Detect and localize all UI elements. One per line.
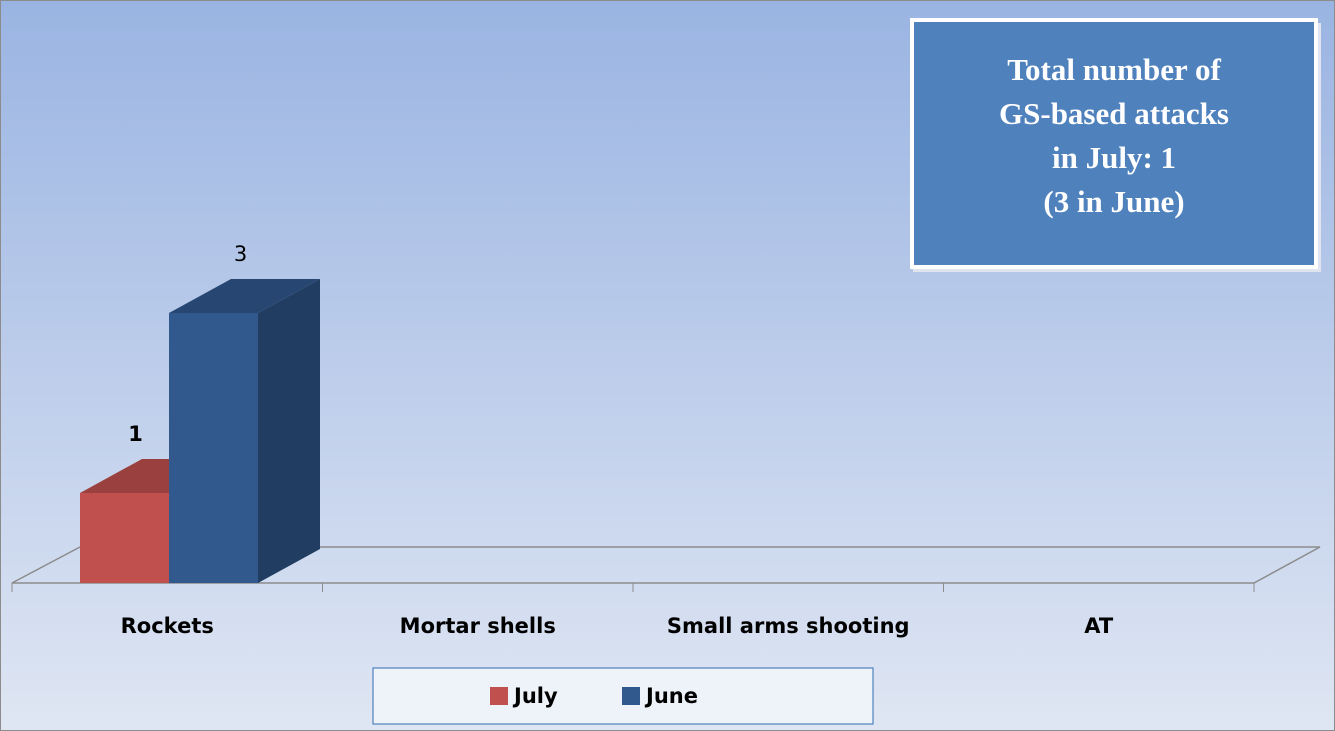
bar-front	[169, 313, 258, 583]
x-tick-label: Mortar shells	[400, 614, 556, 638]
annotation-box	[910, 18, 1318, 269]
legend-swatch	[622, 687, 640, 705]
data-label: 1	[128, 422, 143, 446]
bar-side	[258, 279, 320, 583]
x-tick-label: Rockets	[121, 614, 214, 638]
legend-label: June	[644, 684, 698, 708]
floor	[11, 546, 1321, 584]
x-tick-label: AT	[1084, 614, 1114, 638]
annotation-text: in July: 1	[1052, 140, 1176, 175]
legend-label: July	[512, 684, 558, 708]
x-tick-label: Small arms shooting	[667, 614, 910, 638]
annotation-text: (3 in June)	[1043, 184, 1184, 219]
data-label: 3	[234, 242, 247, 266]
bar-top	[169, 279, 320, 313]
annotation-text: GS-based attacks	[999, 96, 1229, 131]
bar	[169, 279, 320, 583]
annotation-text: Total number of	[1007, 52, 1221, 87]
bar-front	[80, 493, 169, 583]
legend-swatch	[490, 687, 508, 705]
